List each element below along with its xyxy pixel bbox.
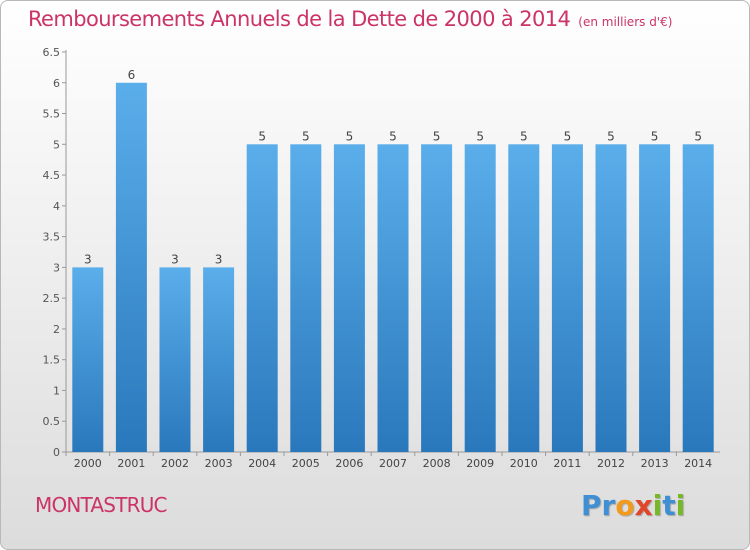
- y-tick-label: 5.5: [43, 108, 61, 121]
- y-tick-label: 2.5: [43, 292, 61, 305]
- x-tick-label: 2011: [553, 457, 581, 470]
- x-tick-label: 2010: [510, 457, 538, 470]
- x-tick-label: 2012: [597, 457, 625, 470]
- bar-value-label: 5: [346, 129, 354, 143]
- proxiti-logo: Proxiti: [581, 489, 685, 522]
- x-tick-label: 2002: [161, 457, 189, 470]
- y-tick-label: 4: [53, 200, 60, 213]
- x-tick-label: 2007: [379, 457, 407, 470]
- bar-2010: [508, 144, 540, 453]
- logo-letter-i2: i: [675, 489, 686, 522]
- y-tick-label: 3.5: [43, 231, 61, 244]
- logo-letter-i: i: [652, 489, 663, 522]
- bar-2013: [639, 144, 671, 453]
- y-tick-label: 4.5: [43, 169, 61, 182]
- bar-2007: [377, 144, 409, 453]
- bar-2014: [682, 144, 714, 453]
- y-tick-label: 0.5: [43, 415, 61, 428]
- commune-name: MONTASTRUC: [35, 493, 168, 517]
- x-tick-label: 2000: [74, 457, 102, 470]
- x-tick-label: 2001: [117, 457, 145, 470]
- logo-letter-x: x: [634, 489, 653, 522]
- bar-2004: [246, 144, 278, 453]
- bar-value-label: 5: [520, 129, 528, 143]
- x-tick-label: 2006: [335, 457, 363, 470]
- bar-2011: [551, 144, 583, 453]
- bar-value-label: 3: [171, 252, 179, 266]
- x-tick-label: 2009: [466, 457, 494, 470]
- y-tick-label: 2: [53, 323, 60, 336]
- bar-value-label: 5: [476, 129, 484, 143]
- bar-2006: [333, 144, 365, 453]
- bar-value-label: 3: [215, 252, 223, 266]
- bar-value-label: 5: [564, 129, 572, 143]
- chart-axes: 0 0.5 1 1.5 2 2.5 3 3.5 4 4.5 5 5.5 6 6.5: [43, 46, 720, 459]
- chart-title-text: Remboursements Annuels de la Dette de 20…: [28, 7, 571, 31]
- bar-2003: [203, 267, 235, 452]
- logo-letter-o: o: [615, 489, 635, 522]
- bar-value-label: 5: [258, 129, 266, 143]
- bar-value-label: 3: [84, 252, 92, 266]
- bar-2005: [290, 144, 322, 453]
- x-tick-label: 2013: [641, 457, 669, 470]
- bar-value-label: 6: [128, 68, 136, 82]
- bar-value-label: 5: [694, 129, 702, 143]
- logo-letter-t: t: [662, 489, 676, 522]
- x-tick-label: 2008: [423, 457, 451, 470]
- bar-2002: [159, 267, 191, 452]
- chart-labels: 3 2000 6 2001 3 2002 3 2003 5 2004 5 2005 5 2006 5 2007…: [74, 68, 712, 470]
- x-tick-label: 2004: [248, 457, 276, 470]
- bar-2009: [464, 144, 496, 453]
- bar-value-label: 5: [302, 129, 310, 143]
- bar-2001: [115, 82, 147, 453]
- x-tick-label: 2014: [684, 457, 712, 470]
- chart-bars: [72, 82, 714, 453]
- bar-2012: [595, 144, 627, 453]
- x-tick-label: 2003: [205, 457, 233, 470]
- y-tick-label: 1: [53, 384, 60, 397]
- chart-unit: (en milliers d'€): [578, 15, 673, 29]
- y-tick-label: 0: [53, 446, 60, 459]
- y-tick-label: 6.5: [43, 46, 61, 59]
- y-tick-label: 3: [53, 261, 60, 274]
- bar-value-label: 5: [651, 129, 659, 143]
- logo-letters-pr: Pr: [581, 489, 616, 522]
- y-tick-label: 1.5: [43, 354, 61, 367]
- y-tick-label: 6: [53, 77, 60, 90]
- bar-2000: [72, 267, 104, 452]
- y-tick-label: 5: [53, 138, 60, 151]
- bar-value-label: 5: [607, 129, 615, 143]
- bar-value-label: 5: [433, 129, 441, 143]
- bar-value-label: 5: [389, 129, 397, 143]
- x-tick-label: 2005: [292, 457, 320, 470]
- bar-2008: [421, 144, 453, 453]
- chart-title: Remboursements Annuels de la Dette de 20…: [28, 7, 672, 31]
